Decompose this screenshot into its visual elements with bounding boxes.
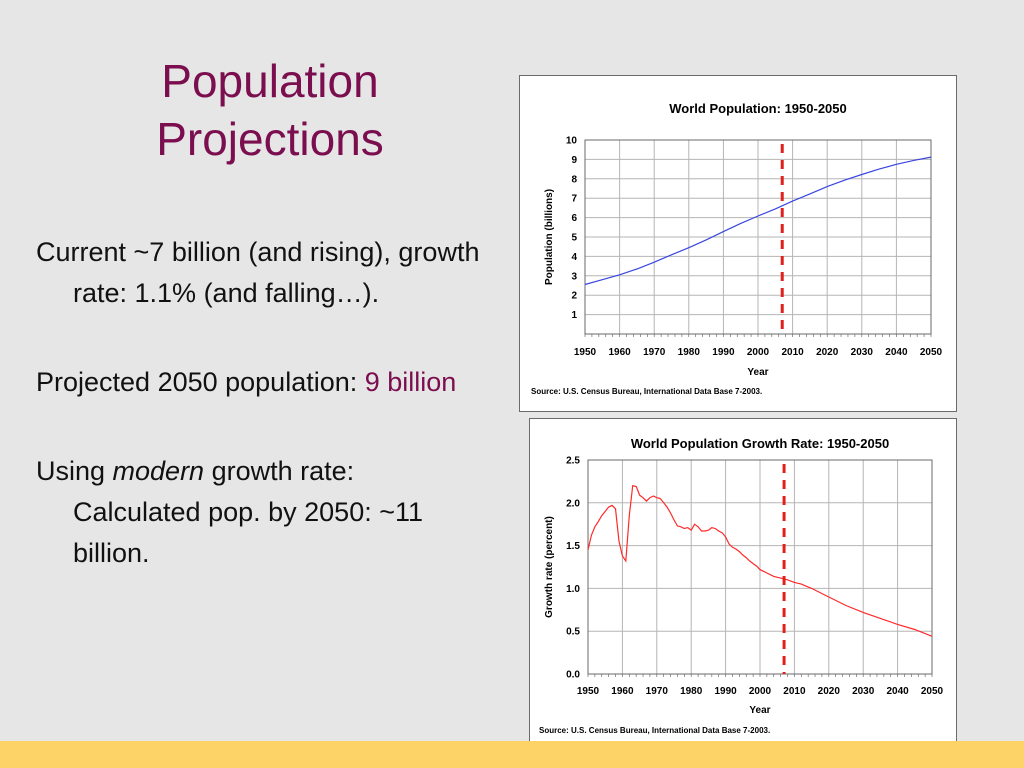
chart-title: World Population: 1950-2050 [669,101,846,116]
y-tick-label: 2.0 [566,498,580,509]
x-tick-label: 1970 [646,686,669,697]
x-tick-label: 1970 [643,347,666,358]
x-tick-label: 1980 [678,347,701,358]
x-tick-label: 2020 [818,686,841,697]
y-tick-label: 4 [571,252,577,263]
x-tick-label: 1960 [611,686,634,697]
y-tick-label: 3 [571,271,577,282]
bullet-2-text: Projected 2050 population: [36,367,365,397]
bullet-3-suffix: growth rate: Calculated pop. by 2050: ~1… [73,456,424,568]
world-population-chart-svg: World Population: 1950-2050 1950 1960 1970 1… [531,101,943,396]
x-tick-label: 2030 [852,686,875,697]
source-note: Source: U.S. Census Bureau, Internationa… [539,726,770,735]
x-tick-label: 2040 [885,347,908,358]
x-axis-label: Year [749,705,770,716]
growth-rate-chart-svg: World Population Growth Rate: 1950-2050 1… [539,436,944,735]
bullet-list: Current ~7 billion (and rising), growth … [36,232,486,622]
x-tick-label: 1990 [714,686,737,697]
y-tick-label: 0.5 [566,627,580,638]
y-tick-label: 8 [571,174,577,185]
x-tick-label: 1950 [574,347,597,358]
bullet-modern-growth: Using modern growth rate: Calculated pop… [36,451,486,574]
x-tick-label: 2020 [816,347,839,358]
x-tick-label: 2010 [781,347,804,358]
x-tick-label: 2050 [921,686,944,697]
x-tick-label: 1950 [577,686,600,697]
growth-rate-chart: World Population Growth Rate: 1950-2050 1… [529,418,957,747]
x-tick-label: 2000 [749,686,772,697]
bullet-projected-population: Projected 2050 population: 9 billion [36,362,486,403]
bullet-3-emphasis: modern [112,456,205,486]
world-population-chart: World Population: 1950-2050 1950 1960 1970 1… [519,75,957,412]
title-line-2: Projections [156,113,384,165]
bullet-1-text: Current ~7 billion (and rising), growth … [36,237,480,308]
x-tick-label: 2050 [920,347,943,358]
bottom-accent-bar [0,741,1024,768]
plot-area-border [587,459,933,675]
x-tick-label: 2000 [747,347,770,358]
y-tick-label: 2.5 [566,456,580,467]
x-tick-label: 1960 [608,347,631,358]
y-tick-label: 9 [571,155,577,166]
x-tick-label: 2040 [886,686,909,697]
plot-area-border [584,139,932,335]
y-tick-label: 1.5 [566,541,580,552]
y-tick-label: 1.0 [566,584,580,595]
bullet-3-prefix: Using [36,456,113,486]
x-tick-label: 1990 [712,347,735,358]
y-axis-label: Population (billions) [544,189,555,285]
y-tick-label: 7 [571,194,577,205]
slide-title: Population Projections [90,52,450,168]
title-line-1: Population [161,55,379,107]
x-axis-label: Year [747,367,768,378]
y-tick-label: 1 [571,310,577,321]
y-tick-label: 2 [571,291,577,302]
bullet-2-highlight: 9 billion [364,367,457,397]
source-note: Source: U.S. Census Bureau, Internationa… [531,387,762,396]
y-tick-label: 6 [571,213,577,224]
chart-title: World Population Growth Rate: 1950-2050 [631,436,889,451]
y-tick-label: 10 [566,136,578,147]
y-axis-label: Growth rate (percent) [544,516,555,618]
y-tick-label: 5 [571,233,577,244]
series-line [584,156,932,286]
y-tick-label: 0.0 [566,670,580,681]
bullet-current-population: Current ~7 billion (and rising), growth … [36,232,486,314]
x-tick-label: 1980 [680,686,703,697]
x-tick-label: 2030 [851,347,874,358]
x-tick-label: 2010 [783,686,806,697]
